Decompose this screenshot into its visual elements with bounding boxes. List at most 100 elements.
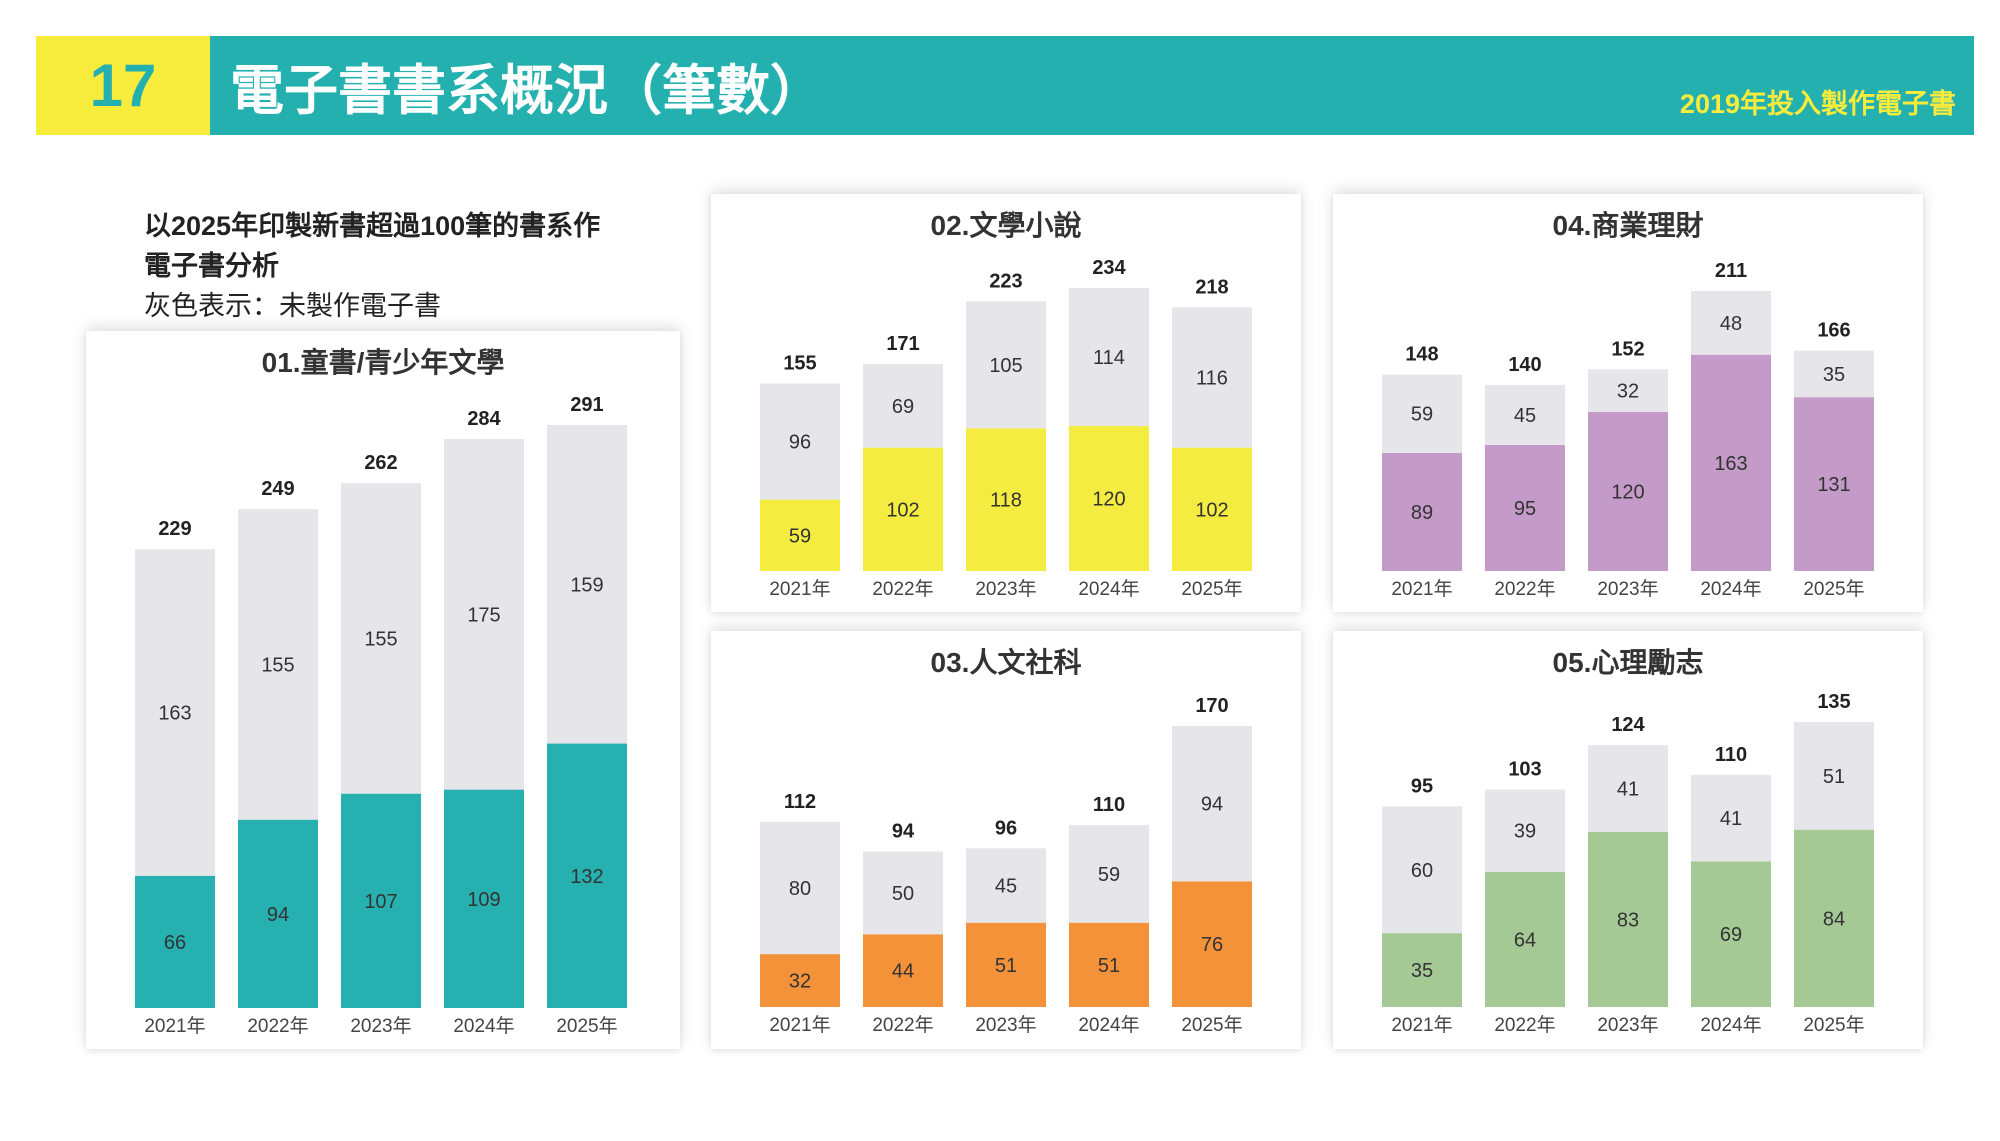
x-tick-label: 2023年: [350, 1015, 411, 1037]
x-tick-label: 2023年: [1597, 1014, 1658, 1036]
bar-no-ebook: [1794, 722, 1874, 830]
value-label-no-ebook: 155: [261, 654, 294, 676]
chart-svg: 89 59 148 2021年 95 45 140 2022年 120 32 152 2023年 163…: [1382, 260, 1874, 600]
bar-ebook: [1691, 354, 1771, 571]
bar-no-ebook: [1588, 745, 1668, 832]
total-label: 148: [1405, 344, 1438, 366]
total-label: 166: [1817, 320, 1850, 342]
total-label: 112: [784, 791, 816, 813]
total-label: 262: [364, 452, 397, 474]
value-label-ebook: 83: [1617, 909, 1639, 931]
total-label: 249: [261, 478, 294, 500]
bar-no-ebook: [444, 439, 524, 790]
chart-panel-03: 03.人文社科 32 80 112 2021年 44 50 94 2022年 51 45 96 2023…: [711, 631, 1301, 1049]
total-label: 170: [1195, 695, 1228, 717]
total-label: 155: [783, 353, 816, 375]
value-label-no-ebook: 41: [1617, 779, 1639, 801]
value-label-no-ebook: 45: [995, 876, 1017, 898]
total-label: 211: [1715, 260, 1747, 282]
bar-no-ebook: [1382, 806, 1462, 934]
bar-no-ebook: [1691, 291, 1771, 355]
bar-ebook: [547, 743, 627, 1008]
value-label-ebook: 51: [995, 955, 1017, 977]
total-label: 124: [1611, 714, 1645, 736]
bar-ebook: [1794, 829, 1874, 1007]
value-label-no-ebook: 41: [1720, 808, 1742, 830]
chart-title: 03.人文社科: [930, 647, 1082, 678]
page-number: 17: [36, 36, 210, 135]
x-tick-label: 2025年: [1803, 1014, 1864, 1036]
total-label: 171: [886, 333, 919, 355]
x-tick-label: 2022年: [872, 1014, 933, 1036]
value-label-ebook: 95: [1514, 498, 1536, 520]
value-label-ebook: 66: [164, 932, 186, 954]
value-label-no-ebook: 32: [1617, 381, 1639, 403]
value-label-no-ebook: 94: [1201, 794, 1223, 816]
value-label-ebook: 132: [570, 866, 603, 888]
chart-svg: 35 60 95 2021年 64 39 103 2022年 83 41 124 2023年 69 41 1…: [1382, 691, 1874, 1036]
bar-ebook: [863, 934, 943, 1007]
total-label: 223: [989, 270, 1022, 292]
bar-no-ebook: [1382, 374, 1462, 453]
chart-svg: 32 80 112 2021年 44 50 94 2022年 51 45 96 2023年 51 59 11…: [760, 695, 1252, 1036]
value-label-ebook: 131: [1817, 474, 1850, 496]
bar-ebook: [1588, 831, 1668, 1007]
chart-panel-01: 01.童書/青少年文學 66 163 229 2021年 94 155 249 2022年 107…: [86, 331, 680, 1049]
total-label: 284: [467, 408, 501, 430]
bar-no-ebook: [1794, 350, 1874, 398]
x-tick-label: 2021年: [769, 1014, 830, 1036]
value-label-no-ebook: 105: [989, 355, 1022, 377]
value-label-ebook: 102: [1195, 499, 1228, 521]
total-label: 103: [1508, 759, 1541, 781]
bar-ebook: [1794, 397, 1874, 571]
value-label-ebook: 120: [1611, 481, 1644, 503]
bar-no-ebook: [547, 425, 627, 744]
x-tick-label: 2024年: [453, 1015, 514, 1037]
x-tick-label: 2024年: [1700, 1014, 1761, 1036]
value-label-ebook: 32: [789, 971, 811, 993]
value-label-no-ebook: 175: [467, 604, 500, 626]
value-label-ebook: 84: [1823, 908, 1845, 930]
chart-title: 02.文學小說: [930, 210, 1082, 241]
value-label-ebook: 120: [1092, 488, 1125, 510]
bar-no-ebook: [863, 364, 943, 448]
value-label-no-ebook: 163: [158, 702, 191, 724]
intro-note: 灰色表示：未製作電子書: [144, 291, 441, 321]
value-label-ebook: 109: [467, 889, 500, 911]
value-label-no-ebook: 45: [1514, 405, 1536, 427]
x-tick-label: 2021年: [1391, 578, 1452, 600]
bar-no-ebook: [1172, 307, 1252, 448]
x-tick-label: 2022年: [1494, 578, 1555, 600]
chart-panel-02: 02.文學小說 59 96 155 2021年 102 69 171 2022年 118 105 22…: [711, 194, 1301, 612]
x-tick-label: 2023年: [975, 578, 1036, 600]
bar-ebook: [1485, 871, 1565, 1007]
intro-line1: 以2025年印製新書超過100筆的書系作: [144, 211, 601, 241]
bar-no-ebook: [1069, 288, 1149, 426]
chart-panel-05: 05.心理勵志 35 60 95 2021年 64 39 103 2022年 83 41 124 202…: [1333, 631, 1923, 1049]
bar-ebook: [1485, 444, 1565, 571]
bar-ebook: [135, 875, 215, 1008]
total-label: 96: [995, 817, 1017, 839]
value-label-no-ebook: 116: [1196, 367, 1228, 389]
value-label-ebook: 76: [1201, 934, 1223, 956]
bar-no-ebook: [1485, 789, 1565, 872]
value-label-no-ebook: 35: [1823, 364, 1845, 386]
value-label-ebook: 69: [1720, 924, 1742, 946]
total-label: 229: [158, 518, 191, 540]
header-bar: 17 電子書書系概況（筆數） 2019年投入製作電子書: [36, 36, 1974, 135]
value-label-no-ebook: 50: [892, 883, 914, 905]
bar-ebook: [341, 793, 421, 1008]
bar-no-ebook: [1485, 385, 1565, 445]
total-label: 152: [1611, 338, 1644, 360]
total-label: 291: [570, 394, 603, 416]
bar-ebook: [1382, 933, 1462, 1007]
x-tick-label: 2024年: [1700, 578, 1761, 600]
value-label-ebook: 51: [1098, 955, 1120, 977]
value-label-no-ebook: 69: [892, 396, 914, 418]
value-label-ebook: 102: [886, 499, 919, 521]
bar-no-ebook: [1069, 825, 1149, 923]
value-label-ebook: 89: [1411, 502, 1433, 524]
bar-no-ebook: [966, 848, 1046, 923]
x-tick-label: 2024年: [1078, 578, 1139, 600]
total-label: 234: [1092, 257, 1126, 279]
